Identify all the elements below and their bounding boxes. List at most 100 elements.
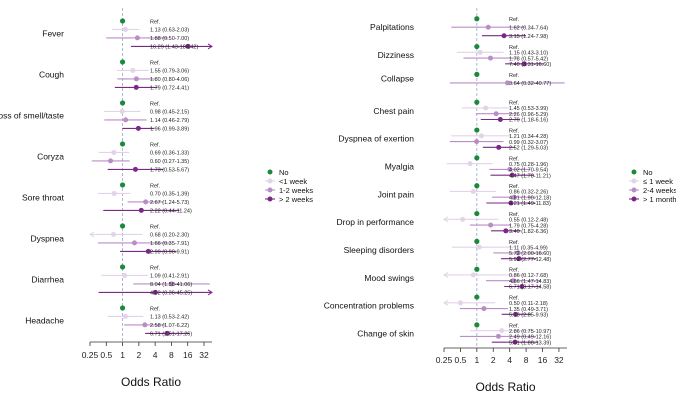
group-label: Dyspnea (30, 234, 64, 244)
or-ci-label: 1.80 (0.80-4.06) (150, 77, 189, 83)
or-ci-label: 0.86 (0.12-7.68) (509, 273, 548, 279)
or-ci-label: 16.29 (1.43-185.42) (150, 45, 198, 51)
ref-point (474, 155, 480, 161)
or-ci-label: 6.71 (2.61-17.26) (150, 332, 192, 338)
odds-point (185, 43, 191, 49)
or-ci-label: 2.70 (1.18-6.16) (509, 118, 548, 124)
or-ci-label: 4.81 (1.90-12.18) (509, 195, 551, 201)
ref-point (474, 322, 480, 328)
ref-point (119, 100, 126, 106)
odds-point (164, 330, 170, 336)
ref-label: Ref. (150, 19, 161, 25)
or-ci-label: 1.55 (0.79-3.06) (150, 69, 189, 75)
group-label: Mood swings (364, 273, 414, 283)
or-ci-label: 1.79 (0.75-4.28) (509, 223, 548, 229)
group-label: Diarrhea (31, 275, 64, 285)
group-label: Concentration problems (324, 301, 414, 311)
or-ci-label: 4.21 (1.49-11.83) (509, 201, 551, 207)
legend-label: > 1 month (643, 195, 676, 204)
x-tick-label: 16 (183, 350, 193, 360)
x-tick-label: 2 (491, 355, 496, 365)
ref-label: Ref. (150, 60, 161, 66)
odds-point (507, 166, 513, 172)
ci-arrow-left (89, 231, 95, 238)
ref-label: Ref. (150, 306, 161, 312)
odds-point (504, 80, 510, 86)
odds-point (521, 61, 527, 67)
or-ci-label: 2.22 (0.44-11.24) (150, 209, 192, 215)
ref-point (474, 183, 480, 189)
or-ci-label: 7.40 (3.31-16.60) (509, 62, 551, 68)
legend-label: 1-2 weeks (279, 186, 313, 195)
ref-point (474, 294, 480, 300)
or-ci-label: 2.86 (0.75-10.97) (509, 329, 551, 335)
odds-point (122, 26, 128, 32)
odds-point (132, 166, 138, 172)
ref-point (474, 71, 480, 77)
ref-point (474, 266, 480, 272)
legend-swatch (267, 196, 273, 202)
legend-label: > 2 weeks (279, 195, 313, 204)
ref-point (474, 99, 480, 105)
legend-label: <1 week (279, 177, 307, 186)
x-tick-label: 0.25 (82, 350, 99, 360)
or-ci-label: 1.13 (0.63-2.03) (150, 28, 189, 34)
or-ci-label: 0.69 (0.36-1.33) (150, 151, 189, 157)
ref-point (119, 223, 126, 229)
odds-point (474, 139, 480, 145)
ref-point (119, 18, 126, 24)
odds-point (511, 194, 517, 200)
odds-point (111, 231, 117, 237)
odds-point (499, 328, 505, 334)
odds-point (142, 322, 148, 328)
odds-point (108, 158, 114, 164)
or-ci-label: 1.13 (0.53-2.42) (150, 315, 189, 321)
or-ci-label: 0.68 (0.20-2.30) (150, 233, 189, 239)
x-tick-label: 16 (538, 355, 548, 365)
ref-point (119, 264, 126, 270)
or-ci-label: 1.88 (0.50-7.00) (150, 36, 189, 42)
ref-point (119, 141, 126, 147)
group-label: Cough (39, 70, 64, 80)
ci-arrow-left (443, 272, 449, 278)
x-tick-label: 32 (199, 350, 209, 360)
ref-point (119, 305, 126, 311)
or-ci-label: 2.99 (0.90-9.91) (150, 250, 189, 256)
group-label: Drop in performance (337, 217, 415, 227)
odds-point (495, 333, 501, 339)
ref-label: Ref. (509, 323, 520, 329)
group-label: Joint pain (378, 189, 415, 199)
ref-label: Ref. (509, 156, 520, 162)
or-ci-label: 1.09 (0.41-2.91) (150, 274, 189, 280)
or-ci-label: 1.79 (0.72-4.41) (150, 86, 189, 92)
odds-point (111, 190, 117, 196)
or-ci-label: 5.01 (1.88-13.39) (509, 340, 551, 346)
or-ci-label: 0.98 (0.45-2.15) (150, 110, 189, 116)
or-ci-label: 1.62 (0.34-7.64) (509, 25, 548, 31)
or-ci-label: 5.13 (2.85-9.93) (509, 313, 548, 319)
or-ci-label: 3.40 (1.82-6.36) (509, 229, 548, 235)
group-label: Dyspnea of exertion (338, 134, 414, 144)
or-ci-label: 1.11 (0.35-4.99) (509, 245, 548, 251)
x-axis-title: Odds Ratio (121, 375, 181, 389)
or-ci-label: 0.70 (0.35-1.39) (150, 192, 189, 198)
or-ci-label: 4.47 (1.78-11.21) (509, 173, 551, 179)
odds-point (509, 172, 515, 178)
ref-point (474, 16, 480, 22)
or-ci-label: 4.02 (1.70-9.54) (509, 168, 548, 174)
x-tick-label: 4 (153, 350, 158, 360)
legend-swatch (267, 169, 273, 175)
legend-label: 2-4 weeks (643, 186, 676, 195)
or-ci-label: 5.72 (2.00-16.60) (509, 251, 551, 257)
odds-point (516, 256, 522, 262)
or-ci-label: 0.86 (0.32-2.26) (509, 190, 548, 196)
legend-label: No (279, 168, 289, 177)
odds-point (122, 313, 128, 319)
or-ci-label: 3.15 (1.24-7.98) (509, 34, 548, 40)
odds-point (152, 289, 158, 295)
ref-label: Ref. (509, 73, 520, 79)
ref-point (474, 43, 480, 50)
ref-label: Ref. (509, 184, 520, 190)
odds-point (483, 105, 489, 111)
odds-point (485, 24, 491, 30)
